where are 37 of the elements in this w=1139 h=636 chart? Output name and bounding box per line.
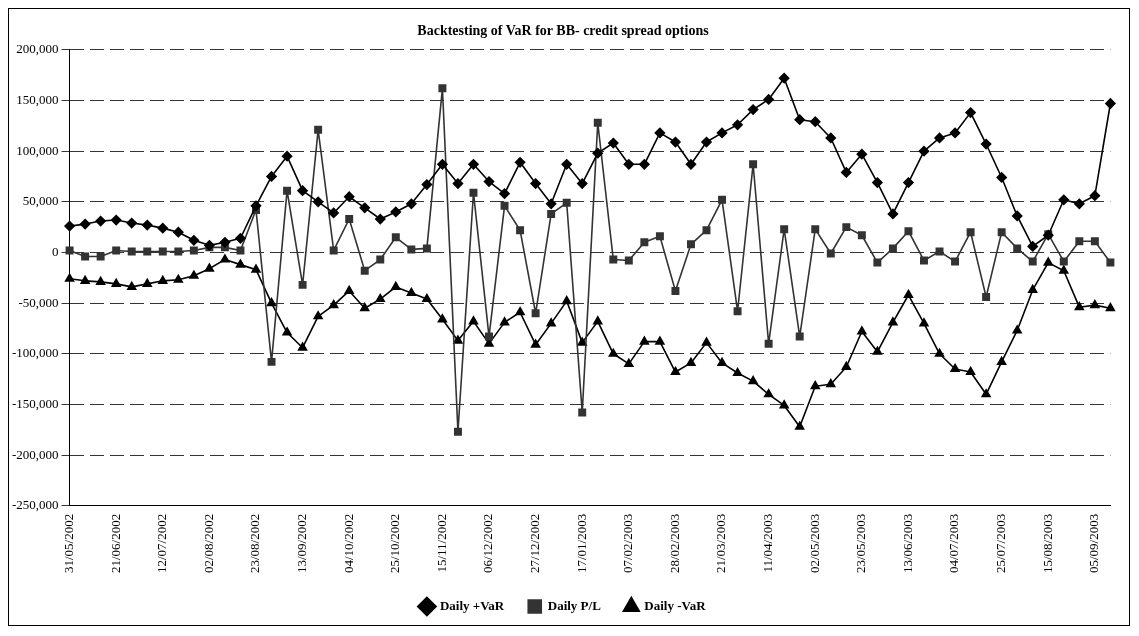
- x-tick-label: 11/04/2003: [760, 513, 776, 573]
- y-tick-label: 150,000: [16, 91, 59, 107]
- chart-title: Backtesting of VaR for BB- credit spread options: [417, 23, 710, 39]
- x-tick-label: 31/05/2002: [61, 513, 76, 574]
- x-tick-label: 15/08/2003: [1039, 513, 1055, 574]
- x-tick-label: 23/05/2003: [853, 513, 869, 574]
- x-tick-label: 21/06/2002: [107, 513, 123, 574]
- y-tick-label: -50,000: [18, 294, 59, 310]
- y-tick-label: 0: [52, 243, 59, 259]
- legend-label: Daily -VaR: [644, 597, 707, 613]
- x-tick-label: 27/12/2002: [527, 513, 543, 574]
- y-tick-label: 100,000: [16, 142, 59, 158]
- x-tick-label: 25/07/2003: [993, 513, 1009, 574]
- x-tick-label: 15/11/2002: [433, 513, 449, 573]
- legend-label: Daily P/L: [547, 597, 602, 613]
- x-tick-label: 04/07/2003: [946, 513, 962, 574]
- x-tick-label: 07/02/2003: [620, 513, 636, 574]
- x-tick-label: 04/10/2002: [340, 513, 356, 574]
- y-tick-label: 50,000: [22, 193, 59, 209]
- x-tick-label: 02/05/2003: [806, 513, 822, 574]
- x-tick-label: 23/08/2002: [247, 513, 263, 574]
- x-tick-label: 12/07/2002: [154, 513, 170, 574]
- x-tick-label: 05/09/2003: [1086, 513, 1102, 574]
- x-tick-label: 02/08/2002: [200, 513, 216, 574]
- x-tick-label: 13/06/2003: [899, 513, 915, 574]
- y-tick-label: 200,000: [16, 41, 59, 57]
- x-tick-label: 17/01/2003: [573, 513, 589, 574]
- x-tick-label: 06/12/2002: [480, 513, 496, 574]
- x-tick-label: 28/02/2003: [666, 513, 682, 574]
- x-tick-label: 21/03/2003: [713, 513, 729, 574]
- legend-label: Daily +VaR: [439, 597, 505, 613]
- y-tick-label: -150,000: [11, 395, 59, 411]
- x-tick-label: 13/09/2002: [294, 513, 310, 574]
- y-tick-label: -200,000: [11, 446, 59, 462]
- y-tick-label: -100,000: [11, 345, 59, 361]
- x-tick-label: 25/10/2002: [387, 513, 403, 574]
- y-tick-label: -250,000: [11, 497, 59, 513]
